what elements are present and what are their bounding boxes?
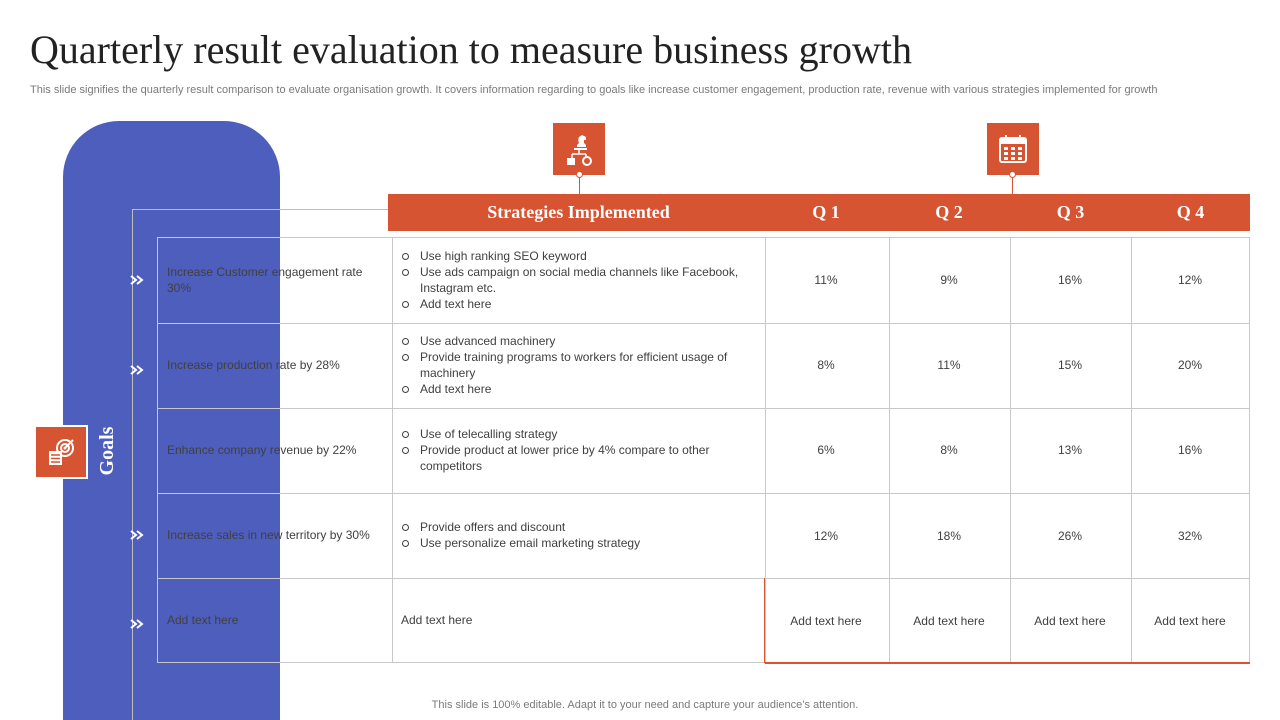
strategy-cell: Use of telecalling strategy Provide prod…	[401, 407, 756, 493]
col-divider	[889, 238, 890, 662]
strategy-item: Provide product at lower price by 4% com…	[401, 442, 756, 474]
header-strategies: Strategies Implemented	[487, 202, 670, 222]
q4-value: 12%	[1177, 273, 1203, 287]
double-arrow-icon	[130, 530, 144, 540]
connector-dot	[1009, 171, 1016, 178]
q4-value: 20%	[1177, 358, 1203, 372]
strategy-item: Use advanced machinery	[401, 333, 756, 349]
strategy-cell: Use advanced machinery Provide training …	[401, 322, 756, 408]
accent-line	[765, 662, 1250, 664]
double-arrow-icon	[130, 275, 144, 285]
q3-value: 26%	[1057, 529, 1083, 543]
row-divider	[158, 493, 1249, 494]
strategy-item: Provide training programs to workers for…	[401, 349, 756, 381]
goals-label: Goals	[96, 426, 118, 476]
q4-value: Add text here	[1154, 614, 1226, 628]
double-arrow-icon	[130, 619, 144, 629]
page-subtitle: This slide signifies the quarterly resul…	[30, 84, 1158, 96]
col-divider	[765, 238, 766, 662]
q1-value: 11%	[814, 273, 838, 287]
connector-dot	[576, 171, 583, 178]
strategy-item: Add text here	[401, 296, 756, 312]
strategy-cell: Add text here	[401, 577, 756, 663]
q1-value: Add text here	[790, 614, 862, 628]
q2-value: Add text here	[913, 614, 985, 628]
header-q3: Q 3	[1056, 202, 1085, 222]
header-q1: Q 1	[812, 202, 840, 222]
strategy-item: Use personalize email marketing strategy	[401, 535, 756, 551]
results-table	[157, 237, 1250, 663]
footer-note: This slide is 100% editable. Adapt it to…	[431, 699, 859, 711]
strategy-item: Use of telecalling strategy	[401, 426, 756, 442]
q2-value: 8%	[940, 443, 958, 457]
q1-value: 12%	[813, 529, 839, 543]
row-divider	[158, 408, 1249, 409]
calendar-icon	[987, 123, 1039, 175]
q3-value: 15%	[1057, 358, 1083, 372]
outline-line	[132, 209, 133, 720]
target-checklist-icon	[34, 425, 88, 479]
goal-cell: Enhance company revenue by 22%	[167, 443, 357, 457]
goals-sidebar	[63, 121, 280, 720]
double-arrow-icon	[130, 365, 144, 375]
q2-value: 18%	[936, 529, 962, 543]
q2-value: 11%	[937, 358, 961, 372]
q4-value: 16%	[1177, 443, 1203, 457]
connector-line	[579, 175, 580, 194]
accent-line	[764, 578, 765, 663]
goal-cell: Add text here	[167, 613, 239, 627]
goal-cell: Increase Customer engagement rate 30%	[167, 265, 363, 295]
q3-value: 16%	[1057, 273, 1083, 287]
strategy-cell: Provide offers and discount Use personal…	[401, 492, 756, 578]
col-divider	[1010, 238, 1011, 662]
row-divider	[158, 578, 1249, 579]
header-q2: Q 2	[935, 202, 963, 222]
header-q4: Q 4	[1176, 202, 1205, 222]
strategy-item: Use ads campaign on social media channel…	[401, 264, 756, 296]
chess-strategy-icon	[553, 123, 605, 175]
q3-value: Add text here	[1034, 614, 1106, 628]
connector-line	[1012, 175, 1013, 194]
q4-value: 32%	[1177, 529, 1203, 543]
col-divider	[1131, 238, 1132, 662]
outline-line	[133, 209, 389, 210]
strategy-item: Use high ranking SEO keyword	[401, 248, 756, 264]
strategy-text: Add text here	[401, 613, 473, 627]
strategy-cell: Use high ranking SEO keyword Use ads cam…	[401, 237, 756, 323]
q3-value: 13%	[1057, 443, 1083, 457]
table-header: Strategies Implemented Q 1 Q 2 Q 3 Q 4	[388, 194, 1250, 231]
q1-value: 6%	[817, 443, 835, 457]
q2-value: 9%	[940, 273, 958, 287]
strategy-item: Provide offers and discount	[401, 519, 756, 535]
q1-value: 8%	[817, 358, 835, 372]
strategy-item: Add text here	[401, 381, 756, 397]
col-divider	[392, 238, 393, 662]
goal-cell: Increase production rate by 28%	[167, 358, 340, 372]
goal-cell: Increase sales in new territory by 30%	[167, 528, 370, 542]
page-title: Quarterly result evaluation to measure b…	[30, 27, 912, 72]
row-divider	[158, 323, 1249, 324]
